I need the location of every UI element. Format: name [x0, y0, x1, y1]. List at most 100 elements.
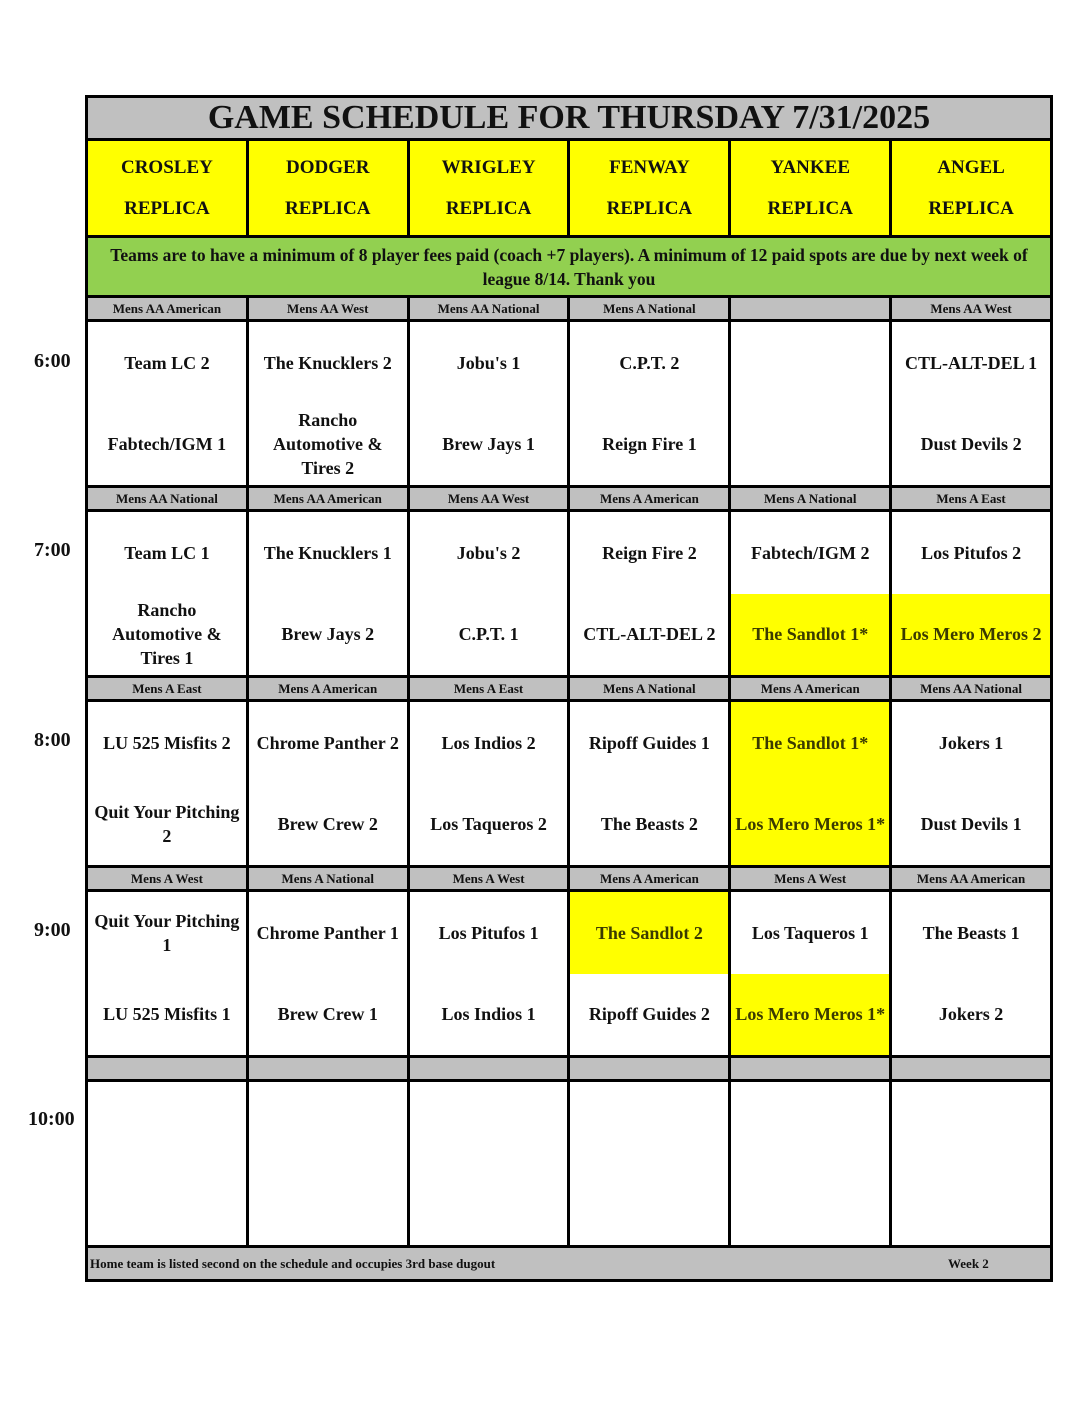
league-label: Mens AA American: [248, 488, 407, 509]
league-label: Mens A National: [248, 868, 407, 889]
away-team: [731, 1082, 889, 1164]
game-cell: Jobu's 2 C.P.T. 1: [409, 512, 568, 675]
field-name: DODGER: [286, 156, 370, 178]
game-cell: LU 525 Misfits 2 Quit Your Pitching 2: [88, 702, 246, 865]
league-label: Mens A East: [88, 678, 246, 699]
footer-note: Home team is listed second on the schedu…: [90, 1256, 496, 1271]
game-cell: [570, 1082, 729, 1246]
home-team: Los Taqueros 2: [430, 814, 547, 835]
time-label: 10:00: [28, 1108, 75, 1130]
league-label: Mens AA West: [248, 298, 407, 319]
game-cell: Chrome Panther 1 Brew Crew 1: [248, 892, 407, 1055]
home-team: Los Indios 1: [441, 1004, 536, 1025]
field-subtitle: REPLICA: [124, 197, 210, 219]
game-cell: The Sandlot 2 Ripoff Guides 2: [570, 892, 729, 1055]
game-cell: Los Pitufos 2 Los Mero Meros 2: [892, 512, 1050, 675]
time-label: 8:00: [34, 729, 71, 751]
home-team: Reign Fire 1: [602, 434, 697, 455]
field-name: ANGEL: [937, 156, 1005, 178]
league-label: [570, 1058, 729, 1079]
league-label: [248, 1058, 407, 1079]
home-team: Quit Your Pitching 2: [94, 802, 240, 847]
home-team: The Beasts 2: [600, 814, 698, 835]
home-team: Los Mero Meros 2: [892, 593, 1050, 675]
away-team: Los Pitufos 1: [438, 922, 539, 943]
home-team: C.P.T. 1: [458, 624, 519, 645]
away-team: LU 525 Misfits 2: [103, 732, 231, 753]
league-label: Mens AA American: [88, 298, 246, 319]
away-team: Jobu's 2: [456, 542, 521, 563]
away-team: Los Indios 2: [441, 732, 536, 753]
league-label: [409, 1058, 568, 1079]
game-cell: Los Indios 2 Los Taqueros 2: [409, 702, 568, 865]
field-header: DODGER REPLICA: [248, 141, 407, 235]
away-team: Team LC 2: [124, 352, 210, 373]
league-label: Mens A West: [409, 868, 568, 889]
league-label: Mens AA National: [409, 298, 568, 319]
away-team: Jobu's 1: [456, 352, 521, 373]
away-team: Jokers 1: [938, 732, 1004, 753]
away-team: C.P.T. 2: [619, 352, 680, 373]
home-team: Dust Devils 2: [920, 434, 1022, 455]
field-name: FENWAY: [609, 156, 690, 178]
field-subtitle: REPLICA: [928, 197, 1014, 219]
league-label: Mens A East: [892, 488, 1050, 509]
home-team: The Sandlot 1*: [731, 593, 890, 675]
home-team: Dust Devils 1: [920, 814, 1022, 835]
game-cell: Reign Fire 2 CTL-ALT-DEL 2: [570, 512, 729, 675]
league-label: Mens AA West: [409, 488, 568, 509]
field-subtitle: REPLICA: [445, 197, 532, 219]
league-label: Mens A National: [570, 678, 729, 699]
notice-banner: Teams are to have a minimum of 8 player …: [88, 238, 1050, 295]
game-cell: [409, 1082, 568, 1245]
home-team: [88, 1164, 246, 1246]
game-cell: Ripoff Guides 1 The Beasts 2: [570, 702, 729, 865]
league-label: Mens A American: [731, 678, 890, 699]
home-team: LU 525 Misfits 1: [103, 1004, 231, 1025]
game-cell: Team LC 2 Fabtech/IGM 1: [88, 322, 246, 485]
game-cell: The Knucklers 1 Brew Jays 2: [248, 512, 407, 675]
time-label: 7:00: [34, 539, 71, 561]
home-team: Rancho Automotive & Tires 1: [112, 600, 222, 669]
home-team: Los Mero Meros 1*: [731, 973, 890, 1055]
away-team: Los Taqueros 1: [751, 922, 869, 943]
home-team: Brew Crew 1: [277, 1004, 378, 1025]
game-cell: [892, 1082, 1050, 1245]
league-label: Mens A East: [409, 678, 568, 699]
game-cell: C.P.T. 2 Reign Fire 1: [570, 322, 729, 485]
league-label: Mens AA American: [892, 868, 1050, 889]
league-label: Mens AA National: [88, 488, 246, 509]
field-header: WRIGLEY REPLICA: [409, 141, 568, 235]
away-team: The Beasts 1: [922, 922, 1020, 943]
home-team: Brew Jays 1: [442, 434, 535, 455]
away-team: [570, 1082, 728, 1164]
home-team: [731, 1164, 889, 1246]
game-cell: Fabtech/IGM 2 The Sandlot 1*: [731, 512, 890, 675]
game-cell: Los Pitufos 1 Los Indios 1: [409, 892, 568, 1055]
game-cell: [731, 1082, 890, 1246]
home-team: Ripoff Guides 2: [588, 1004, 710, 1025]
league-label: [731, 298, 890, 319]
home-team: Fabtech/IGM 1: [107, 434, 227, 455]
game-cell: The Sandlot 1* Los Mero Meros 1*: [731, 702, 890, 865]
league-label: Mens A American: [570, 488, 729, 509]
away-team: Chrome Panther 2: [256, 732, 399, 753]
field-header: FENWAY REPLICA: [570, 141, 729, 235]
game-cell: CTL-ALT-DEL 1 Dust Devils 2: [892, 322, 1050, 485]
away-team: [892, 1082, 1050, 1164]
field-subtitle: REPLICA: [284, 197, 371, 219]
game-cell: Jobu's 1 Brew Jays 1: [409, 322, 568, 485]
home-team: [570, 1164, 728, 1246]
time-label: 9:00: [34, 919, 71, 941]
away-team: [88, 1082, 246, 1164]
home-team: Brew Crew 2: [277, 814, 378, 835]
game-cell: [88, 1082, 246, 1245]
home-team: Jokers 2: [938, 1004, 1004, 1025]
league-label: Mens A American: [570, 868, 729, 889]
away-team: CTL-ALT-DEL 1: [904, 352, 1038, 373]
away-team: The Knucklers 1: [263, 542, 392, 563]
game-cell: Chrome Panther 2 Brew Crew 2: [248, 702, 407, 865]
away-team: Los Pitufos 2: [921, 542, 1022, 563]
field-name: CROSLEY: [120, 156, 213, 178]
home-team: Rancho Automotive & Tires 2: [273, 410, 383, 479]
